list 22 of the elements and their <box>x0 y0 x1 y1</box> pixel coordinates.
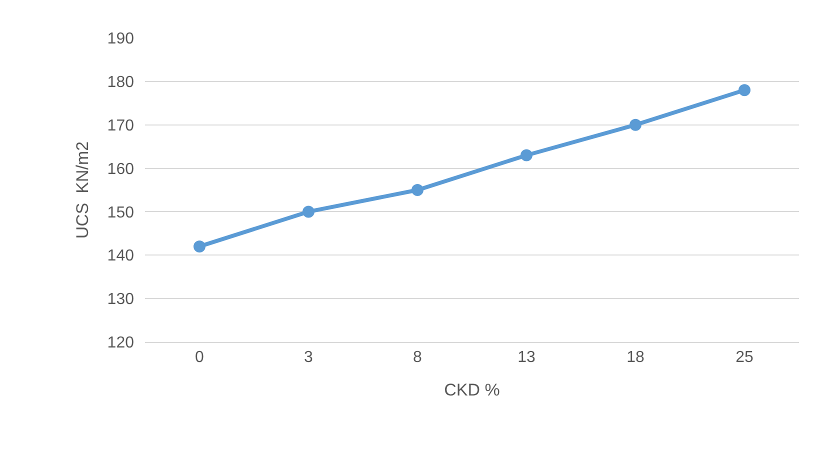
y-tick-label: 140 <box>107 248 134 265</box>
y-tick-label: 130 <box>107 291 134 308</box>
x-tick-label: 3 <box>304 349 314 366</box>
y-tick-label: 190 <box>107 30 134 48</box>
point <box>738 84 750 96</box>
y-axis-title: UCS KN/m2 <box>72 141 92 239</box>
point <box>520 149 532 162</box>
x-tick-label: 8 <box>413 349 422 366</box>
x-tick-label: 0 <box>195 349 204 366</box>
x-axis-title: CKD % <box>444 380 500 400</box>
point <box>194 240 206 252</box>
y-tick-label: 170 <box>107 117 134 134</box>
y-tick-label: 150 <box>107 204 134 222</box>
y-tick-label: 160 <box>107 160 134 178</box>
x-tick-label: 25 <box>736 349 754 366</box>
point <box>302 206 314 218</box>
y-tick-label: 120 <box>107 334 134 352</box>
x-tick-label: 18 <box>626 349 644 366</box>
point <box>630 118 642 131</box>
y-tick-label: 180 <box>107 74 134 92</box>
point <box>412 184 424 196</box>
x-tick-label: 13 <box>518 349 536 366</box>
